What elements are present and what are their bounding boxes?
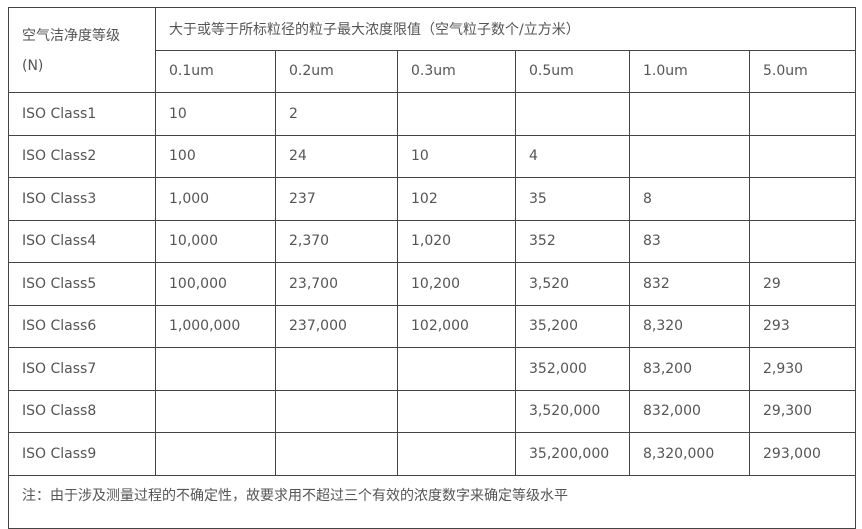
table-row: ISO Class3 1,000 237 102 35 8 (8, 177, 857, 221)
table-row: ISO Class1 10 2 (8, 92, 857, 136)
value-cell: 1,000 (155, 177, 276, 221)
class-header: 空气洁净度等级 (N) (8, 7, 156, 93)
size-header: 0.2um (275, 49, 398, 93)
value-cell: 2,930 (748, 347, 857, 391)
class-cell: ISO Class5 (8, 262, 156, 306)
group-header: 大于或等于所标粒径的粒子最大浓度限值（空气粒子数个/立方米） (154, 7, 857, 51)
table-row: ISO Class9 35,200,000 8,320,000 293,000 (8, 432, 857, 476)
value-cell (748, 219, 857, 263)
value-cell (515, 92, 630, 136)
value-cell: 4 (515, 134, 630, 178)
header-row-sizes: 0.1um 0.2um 0.3um 0.5um 1.0um 5.0um (9, 49, 857, 93)
value-cell: 352,000 (515, 347, 630, 391)
value-cell: 352 (515, 219, 630, 263)
value-cell: 35 (515, 177, 630, 221)
value-cell (397, 432, 516, 476)
table-row: ISO Class6 1,000,000 237,000 102,000 35,200 8… (8, 304, 857, 348)
value-cell (748, 134, 857, 178)
value-cell: 293 (748, 304, 857, 348)
size-header: 1.0um (629, 49, 750, 93)
value-cell (748, 177, 857, 221)
value-cell (155, 389, 276, 433)
table-row: ISO Class4 10,000 2,370 1,020 352 83 (8, 219, 857, 263)
value-cell: 10 (155, 92, 276, 136)
table-row: ISO Class7 352,000 83,200 2,930 (8, 347, 857, 391)
value-cell: 10 (397, 134, 516, 178)
value-cell (397, 347, 516, 391)
class-header-line2: (N) (22, 58, 44, 74)
value-cell: 8 (629, 177, 750, 221)
value-cell: 29 (748, 262, 857, 306)
value-cell (397, 389, 516, 433)
class-cell: ISO Class6 (8, 304, 156, 348)
value-cell: 24 (275, 134, 398, 178)
table-row: ISO Class5 100,000 23,700 10,200 3,520 832 29 (8, 262, 857, 306)
value-cell: 1,000,000 (155, 304, 276, 348)
class-cell: ISO Class1 (8, 92, 156, 136)
header-row-1: 空气洁净度等级 (N) 大于或等于所标粒径的粒子最大浓度限值（空气粒子数个/立方米… (8, 7, 857, 93)
value-cell: 3,520,000 (515, 389, 630, 433)
value-cell: 237,000 (275, 304, 398, 348)
value-cell: 1,020 (397, 219, 516, 263)
value-cell (275, 389, 398, 433)
value-cell (275, 347, 398, 391)
table-row: ISO Class8 3,520,000 832,000 29,300 (8, 389, 857, 433)
size-header: 5.0um (748, 49, 857, 93)
value-cell (629, 92, 750, 136)
value-cell: 100,000 (155, 262, 276, 306)
value-cell (155, 347, 276, 391)
value-cell: 2,370 (275, 219, 398, 263)
note-row: 注：由于涉及测量过程的不确定性，故要求用不超过三个有效的浓度数字来确定等级水平 (7, 474, 857, 529)
size-header: 0.3um (397, 49, 516, 93)
value-cell: 35,200,000 (515, 432, 630, 476)
value-cell: 102,000 (397, 304, 516, 348)
value-cell: 832,000 (629, 389, 750, 433)
class-cell: ISO Class2 (8, 134, 156, 178)
value-cell (748, 92, 857, 136)
class-cell: ISO Class9 (8, 432, 156, 476)
value-cell: 8,320,000 (629, 432, 750, 476)
value-cell: 10,000 (155, 219, 276, 263)
value-cell: 832 (629, 262, 750, 306)
footnote: 注：由于涉及测量过程的不确定性，故要求用不超过三个有效的浓度数字来确定等级水平 (7, 474, 857, 529)
value-cell: 8,320 (629, 304, 750, 348)
class-cell: ISO Class7 (8, 347, 156, 391)
value-cell: 35,200 (515, 304, 630, 348)
value-cell: 237 (275, 177, 398, 221)
value-cell: 23,700 (275, 262, 398, 306)
value-cell: 3,520 (515, 262, 630, 306)
value-cell: 10,200 (397, 262, 516, 306)
value-cell (275, 432, 398, 476)
class-cell: ISO Class3 (8, 177, 156, 221)
value-cell: 293,000 (748, 432, 857, 476)
value-cell (397, 92, 516, 136)
size-header: 0.1um (155, 49, 276, 93)
value-cell: 100 (155, 134, 276, 178)
value-cell: 2 (275, 92, 398, 136)
value-cell (629, 134, 750, 178)
value-cell (155, 432, 276, 476)
value-cell: 83 (629, 219, 750, 263)
size-header: 0.5um (515, 49, 630, 93)
value-cell: 29,300 (748, 389, 857, 433)
value-cell: 83,200 (629, 347, 750, 391)
class-header-line1: 空气洁净度等级 (22, 28, 120, 44)
value-cell: 102 (397, 177, 516, 221)
iso-cleanliness-table: 空气洁净度等级 (N) 大于或等于所标粒径的粒子最大浓度限值（空气粒子数个/立方米… (7, 7, 857, 529)
class-cell: ISO Class8 (8, 389, 156, 433)
table-row: ISO Class2 100 24 10 4 (8, 134, 857, 178)
class-cell: ISO Class4 (8, 219, 156, 263)
